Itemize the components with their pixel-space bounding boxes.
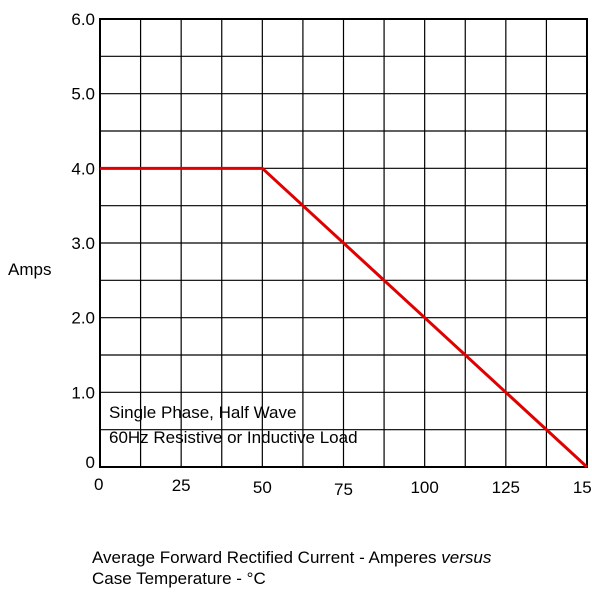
caption-line-1: Average Forward Rectified Current - Ampe… xyxy=(92,548,491,568)
x-tick-label: 0 xyxy=(94,475,103,494)
derating-chart: 0 1.0 2.0 3.0 4.0 5.0 6.0 0 25 50 75 100 125 150 Amp… xyxy=(8,10,592,499)
caption-line-2: Case Temperature - °C xyxy=(92,569,266,588)
plot-border xyxy=(99,18,588,468)
x-tick-label: 100 xyxy=(410,478,438,497)
caption-italic-text: versus xyxy=(441,548,492,567)
x-tick-labels: 0 25 50 75 100 125 150 xyxy=(94,475,592,499)
plot-frame xyxy=(99,18,588,468)
x-tick-label: 50 xyxy=(253,478,272,497)
caption-main-text: Average Forward Rectified Current - Ampe… xyxy=(92,548,442,567)
annotation-text: Single Phase, Half Wave xyxy=(109,403,296,422)
annotation-text: 60Hz Resistive or Inductive Load xyxy=(109,428,358,447)
annotations: Single Phase, Half Wave 60Hz Resistive or… xyxy=(109,403,358,447)
x-tick-label: 150 xyxy=(573,478,592,497)
y-axis-label: Amps xyxy=(8,260,51,279)
derating-curve xyxy=(100,166,589,469)
y-tick-label: 5.0 xyxy=(71,85,95,104)
y-tick-label: 6.0 xyxy=(71,10,95,29)
x-tick-label: 75 xyxy=(334,480,353,499)
y-tick-label: 2.0 xyxy=(71,309,95,328)
chart-series xyxy=(100,166,589,469)
x-tick-label: 125 xyxy=(492,478,520,497)
y-tick-label: 4.0 xyxy=(71,159,95,178)
x-tick-label: 25 xyxy=(172,476,191,495)
y-tick-labels: 0 1.0 2.0 3.0 4.0 5.0 6.0 xyxy=(71,10,95,472)
y-tick-label: 0 xyxy=(86,453,95,472)
y-tick-label: 1.0 xyxy=(71,383,95,402)
y-tick-label: 3.0 xyxy=(71,234,95,253)
